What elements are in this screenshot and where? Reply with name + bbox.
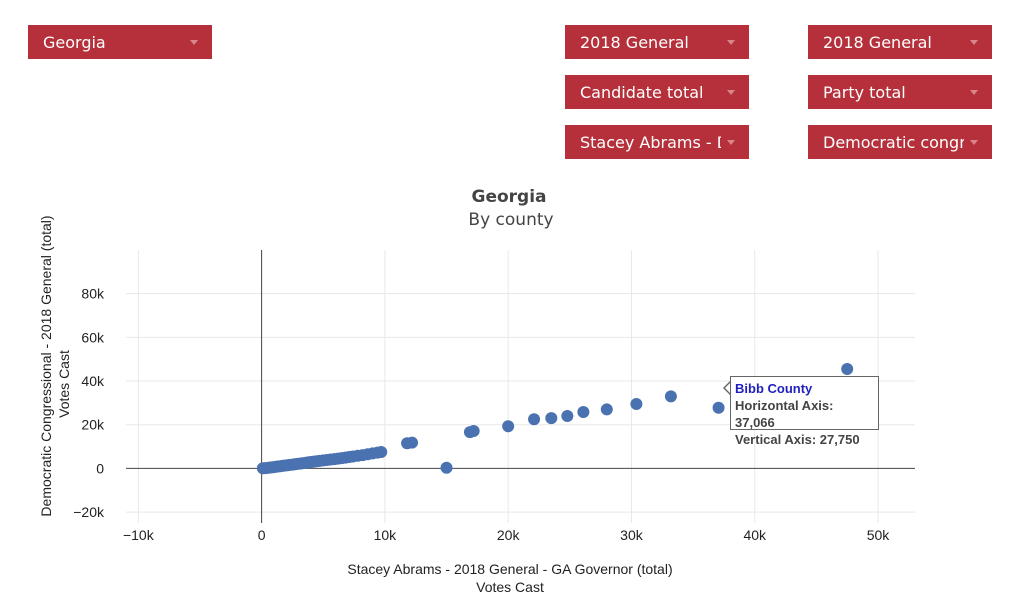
data-point[interactable] (577, 406, 590, 419)
y-tick-label: 20k (81, 417, 105, 433)
data-point[interactable] (528, 413, 541, 426)
left-metric-select[interactable]: Candidate total (565, 75, 749, 109)
left-candidate-select[interactable]: Stacey Abrams - D (565, 125, 749, 159)
chevron-down-icon (970, 139, 978, 145)
x-tick-label: 0 (258, 527, 266, 543)
data-point[interactable] (630, 397, 643, 410)
x-axis-label-units: Votes Cast (476, 579, 544, 595)
data-point[interactable] (600, 403, 613, 416)
y-tick-label: 0 (96, 460, 104, 476)
chart-subtitle: By county (468, 210, 553, 230)
tooltip-horizontal: Horizontal Axis: 37,066 (735, 398, 834, 430)
right-election-select[interactable]: 2018 General (808, 25, 992, 59)
x-tick-label: 10k (374, 527, 398, 543)
chevron-down-icon (190, 39, 198, 45)
right-party-select[interactable]: Democratic congre (808, 125, 992, 159)
y-tick-label: 80k (81, 286, 105, 302)
data-point[interactable] (502, 420, 515, 433)
left-metric-label: Candidate total (580, 82, 704, 102)
left-candidate-label: Stacey Abrams - D (580, 132, 721, 152)
x-axis-label: Stacey Abrams - 2018 General - GA Govern… (347, 561, 672, 577)
tooltip-vertical: Vertical Axis: 27,750 (735, 432, 860, 447)
x-tick-label: 40k (743, 527, 767, 543)
y-tick-label: 40k (81, 373, 105, 389)
left-election-label: 2018 General (580, 32, 689, 52)
right-metric-select[interactable]: Party total (808, 75, 992, 109)
tooltip-title: Bibb County (735, 381, 813, 396)
chevron-down-icon (727, 39, 735, 45)
right-election-label: 2018 General (823, 32, 932, 52)
x-tick-label: 30k (620, 527, 644, 543)
data-point[interactable] (467, 425, 480, 438)
data-point[interactable] (561, 409, 574, 422)
y-tick-label: −20k (73, 504, 105, 520)
tooltip: Bibb County Horizontal Axis: 37,066 Vert… (730, 376, 879, 447)
data-point[interactable] (375, 446, 388, 459)
data-point[interactable] (545, 412, 558, 425)
data-points[interactable] (256, 363, 854, 475)
data-point[interactable] (440, 461, 453, 474)
data-point[interactable] (841, 363, 854, 376)
right-metric-label: Party total (823, 82, 906, 102)
tick-labels: −10k 0 10k 20k 30k 40k 50k −20k 0 20k 40k 60k 80k (73, 286, 890, 543)
data-point[interactable] (664, 390, 677, 403)
left-election-select[interactable]: 2018 General (565, 25, 749, 59)
x-tick-label: 50k (867, 527, 891, 543)
right-party-label: Democratic congre (823, 132, 964, 152)
state-select-label: Georgia (43, 32, 106, 52)
y-axis-label-units: Votes Cast (56, 350, 72, 418)
tooltip-pointer-fill (725, 382, 731, 394)
chevron-down-icon (970, 39, 978, 45)
x-tick-label: −10k (123, 527, 155, 543)
y-axis-label: Democratic Congressional - 2018 General … (38, 215, 54, 516)
data-point[interactable] (712, 401, 725, 414)
chart-title: Georgia (471, 187, 546, 207)
state-select[interactable]: Georgia (28, 25, 212, 59)
chevron-down-icon (727, 89, 735, 95)
chevron-down-icon (727, 139, 735, 145)
y-tick-label: 60k (81, 329, 105, 345)
chevron-down-icon (970, 89, 978, 95)
x-tick-label: 20k (497, 527, 521, 543)
data-point[interactable] (406, 436, 419, 449)
